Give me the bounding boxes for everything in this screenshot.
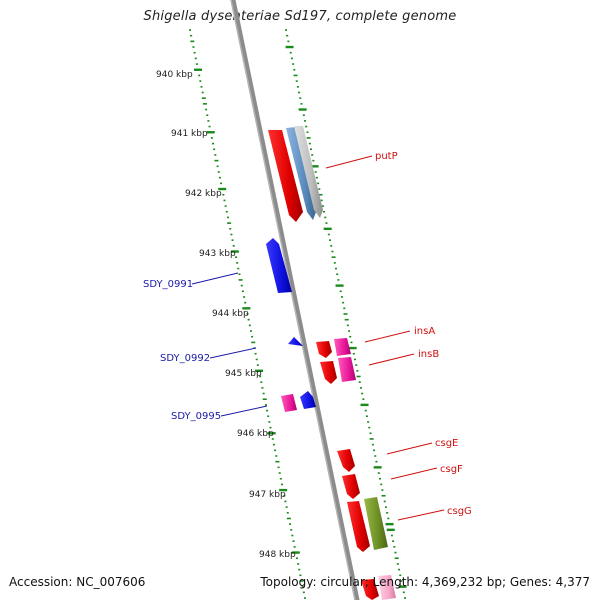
scale-label-941: 941 kbp [171,129,208,139]
gene-sdy0995-pink-arrow[interactable] [281,394,297,412]
gene-sdy0991-arrow[interactable] [266,238,292,293]
gene-gray-arrow[interactable] [294,126,323,218]
gene-sdy0992-arrow[interactable] [288,337,303,346]
gene-bottom-lightpink-arrow[interactable] [378,575,396,600]
gene-label-csgg[interactable]: csgG [447,506,472,517]
gene-insa-pink-arrow[interactable] [334,338,351,356]
gene-bottom-red-arrow[interactable] [361,579,379,600]
gene-labels: SDY_0991 SDY_0992 SDY_0995 putP insA ins… [143,151,472,517]
gene-label-insa[interactable]: insA [414,326,435,337]
scale-label-948: 948 kbp [259,550,296,560]
scale-label-940: 940 kbp [156,70,193,80]
topology-text: Topology: circular; Length: 4,369,232 bp… [260,575,590,589]
scale-label-942: 942 kbp [185,189,222,199]
label-leaders [191,155,445,521]
scale-label-945: 945 kbp [225,369,262,379]
gene-label-sdy0992[interactable]: SDY_0992 [160,353,210,364]
gene-steel-arrow[interactable] [286,127,316,220]
gene-insb-red-arrow[interactable] [320,361,337,384]
gene-label-insb[interactable]: insB [418,349,439,360]
gene-olive-arrow[interactable] [364,497,388,550]
left-tick-track [189,29,306,599]
genome-backbone-highlight [230,0,356,600]
right-tick-track [285,29,407,599]
gene-insa-red-arrow[interactable] [316,341,332,358]
gene-csgg-arrow[interactable] [347,501,370,552]
scale-label-944: 944 kbp [212,309,249,319]
gene-features [266,126,396,600]
gene-label-sdy0991[interactable]: SDY_0991 [143,279,193,290]
gene-label-putp[interactable]: putP [375,151,398,162]
gene-csge-arrow[interactable] [337,449,355,472]
scale-label-947: 947 kbp [249,490,286,500]
gene-label-sdy0995[interactable]: SDY_0995 [171,411,221,422]
gene-putp-arrow[interactable] [268,130,303,222]
gene-sdy0995-blue-arrow[interactable] [300,391,316,409]
map-title: Shigella dysenteriae Sd197, complete gen… [143,9,457,24]
gene-csgf-arrow[interactable] [342,474,360,499]
gene-insb-pink-arrow[interactable] [338,357,356,382]
scale-label-946: 946 kbp [237,429,274,439]
scale-label-943: 943 kbp [199,249,236,259]
genome-backbone [230,0,360,600]
gene-label-csge[interactable]: csgE [435,438,458,449]
accession-text: Accession: NC_007606 [9,575,146,589]
scale-labels: 940 kbp 941 kbp 942 kbp 943 kbp 944 kbp … [156,70,296,560]
gene-label-csgf[interactable]: csgF [440,464,463,475]
